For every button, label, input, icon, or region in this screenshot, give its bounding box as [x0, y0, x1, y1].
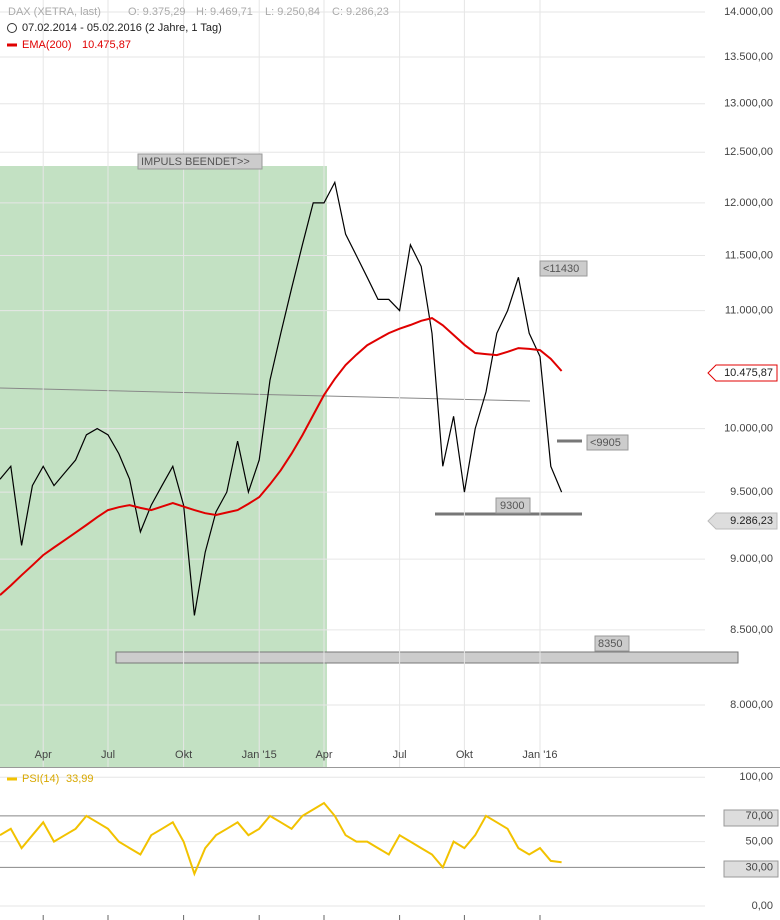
- ohlc: L: 9.250,84: [265, 6, 320, 18]
- x-tick-label: Okt: [456, 749, 473, 761]
- legend-label: PSI(14): [22, 773, 59, 785]
- x-tick-label: Jul: [393, 749, 407, 761]
- legend-label: EMA(200): [22, 39, 72, 51]
- impulse-zone: [0, 166, 327, 767]
- annotation-box: [594, 635, 630, 652]
- ohlc: H: 9.469,71: [196, 6, 253, 18]
- y-tick-label: 8.500,00: [730, 624, 773, 636]
- x-tick-label: Apr: [315, 749, 332, 761]
- x-tick-label: Apr: [35, 749, 52, 761]
- y-tick-label: 12.000,00: [724, 197, 773, 209]
- y-tick-label: 8.000,00: [730, 699, 773, 711]
- y-tick-label: 9.000,00: [730, 553, 773, 565]
- annotation-box: [539, 260, 588, 277]
- y-tick-label: 13.500,00: [724, 51, 773, 63]
- annotation-box: [495, 497, 531, 514]
- legend-value: 33,99: [66, 773, 94, 785]
- annotation: <11430: [543, 263, 579, 275]
- instrument: DAX (XETRA, last): [8, 6, 101, 18]
- support-zone: [115, 651, 739, 664]
- level-box: [723, 809, 779, 827]
- trend-line: [0, 387, 531, 402]
- series-line: [0, 180, 563, 616]
- y-tick-label: 14.000,00: [724, 6, 773, 18]
- x-tick-label: Jul: [101, 749, 115, 761]
- last-axis-box: [707, 512, 778, 530]
- series-line: [0, 317, 563, 596]
- y-tick-label: 100,00: [739, 771, 773, 783]
- ema-axis-box: [707, 364, 778, 382]
- y-tick-label: 50,00: [745, 836, 773, 848]
- x-tick-label: Jan '16: [522, 749, 557, 761]
- y-tick-label: 11.000,00: [725, 305, 773, 317]
- annotation: IMPULS BEENDET>>: [141, 156, 250, 168]
- legend-value: 10.475,87: [82, 39, 131, 51]
- date-range: 07.02.2014 - 05.02.2016 (2 Jahre, 1 Tag): [22, 22, 222, 34]
- y-tick-label: 9.500,00: [730, 486, 773, 498]
- series-line: [0, 801, 562, 877]
- level-box: [723, 860, 779, 878]
- clock-icon: [7, 23, 17, 33]
- ohlc: C: 9.286,23: [332, 6, 389, 18]
- y-tick-label: 10.000,00: [724, 423, 773, 435]
- annotation-box: [137, 153, 263, 170]
- ohlc: O: 9.375,29: [128, 6, 186, 18]
- y-tick-label: 30,00: [745, 861, 773, 873]
- y-tick-label: 11.500,00: [725, 249, 773, 261]
- annotation: 8350: [598, 638, 622, 650]
- y-tick-label: 70,00: [745, 810, 773, 822]
- x-tick-label: Jan '15: [242, 749, 277, 761]
- ema-axis-label: 10.475,87: [724, 367, 773, 379]
- y-tick-label: 0,00: [752, 900, 773, 912]
- y-tick-label: 13.000,00: [724, 98, 773, 110]
- annotation: 9300: [500, 500, 524, 512]
- last-axis-label: 9.286,23: [730, 515, 773, 527]
- annotation-box: [586, 434, 629, 451]
- annotation: <9905: [590, 437, 621, 449]
- x-tick-label: Okt: [175, 749, 192, 761]
- y-tick-label: 12.500,00: [724, 146, 773, 158]
